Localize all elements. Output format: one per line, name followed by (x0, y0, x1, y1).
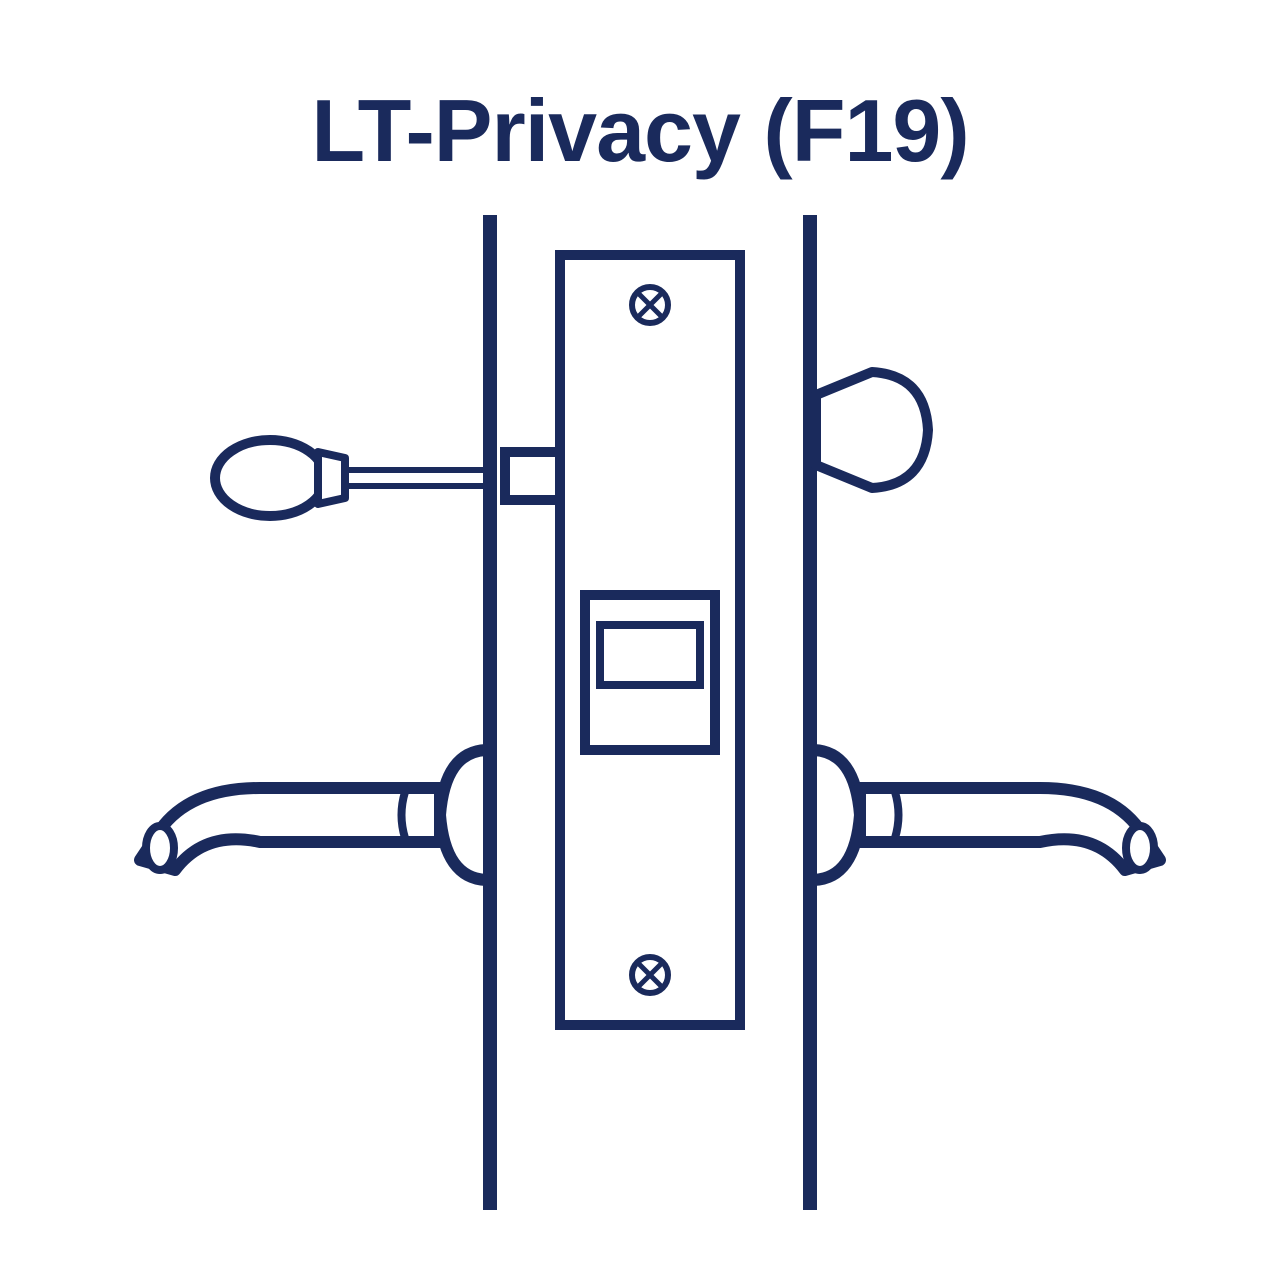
latch-window (585, 595, 715, 750)
lever-left-icon (140, 788, 440, 870)
thumbturn-right-icon (816, 372, 928, 488)
diagram-canvas: LT-Privacy (F19) (0, 0, 1280, 1280)
deadbolt-slot (505, 452, 560, 500)
emergency-key-left-icon (215, 440, 486, 516)
lever-right-icon (860, 788, 1160, 870)
lock-diagram-svg (0, 0, 1280, 1280)
